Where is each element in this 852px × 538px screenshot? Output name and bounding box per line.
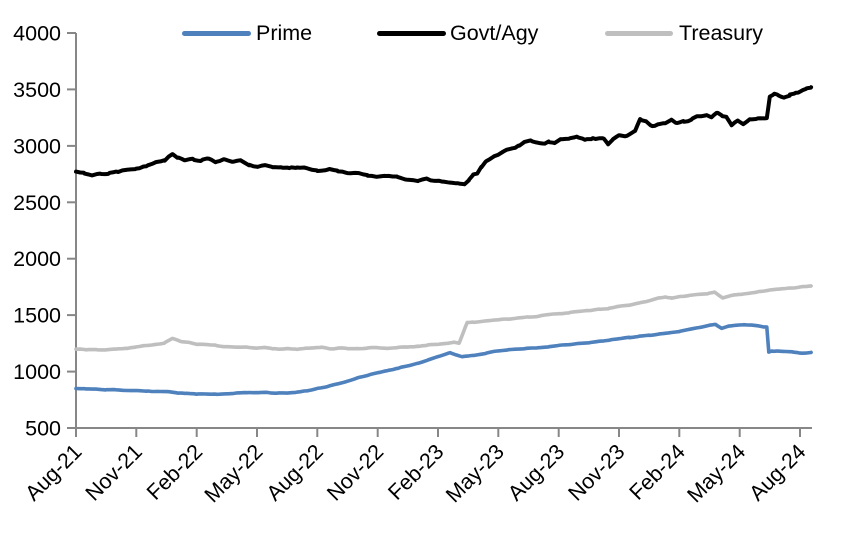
y-tick-label: 2000 bbox=[13, 247, 61, 271]
series-line-treasury bbox=[74, 284, 813, 352]
series-line-govt-agy bbox=[74, 85, 814, 187]
x-tick-label: May-22 bbox=[200, 440, 268, 508]
y-tick-label: 3500 bbox=[13, 78, 61, 102]
x-tick-label: Feb-24 bbox=[625, 440, 690, 505]
y-tick-label: 1500 bbox=[13, 304, 61, 328]
y-tick-label: 1000 bbox=[13, 360, 61, 384]
y-tick-label: 3000 bbox=[13, 134, 61, 158]
legend-label-prime: Prime bbox=[256, 21, 313, 45]
legend-label-treasury: Treasury bbox=[679, 21, 764, 45]
x-tick-label: Feb-22 bbox=[142, 440, 207, 505]
x-tick-label: Aug-23 bbox=[503, 440, 569, 506]
chart-legend: Prime Govt/Agy Treasury bbox=[0, 0, 852, 50]
legend-swatch-treasury bbox=[605, 31, 673, 36]
x-tick-label: Aug-22 bbox=[262, 440, 328, 506]
x-tick-label: Aug-24 bbox=[745, 440, 811, 506]
y-tick-label: 2500 bbox=[13, 191, 61, 215]
legend-swatch-prime bbox=[182, 31, 251, 36]
x-tick-label: Nov-23 bbox=[564, 440, 630, 506]
x-tick-label: Nov-22 bbox=[322, 440, 388, 506]
x-tick-label: Feb-23 bbox=[383, 440, 448, 505]
series-line-prime bbox=[74, 322, 813, 397]
y-tick-label: 4000 bbox=[13, 22, 61, 46]
x-tick-label: May-24 bbox=[683, 440, 751, 508]
legend-swatch-govt-agy bbox=[377, 31, 446, 36]
x-tick-label: May-23 bbox=[441, 440, 509, 508]
y-tick-label: 500 bbox=[25, 417, 61, 441]
legend-label-govt-agy: Govt/Agy bbox=[450, 21, 539, 45]
x-tick-label: Aug-21 bbox=[21, 440, 87, 506]
x-tick-label: Nov-21 bbox=[81, 440, 147, 506]
